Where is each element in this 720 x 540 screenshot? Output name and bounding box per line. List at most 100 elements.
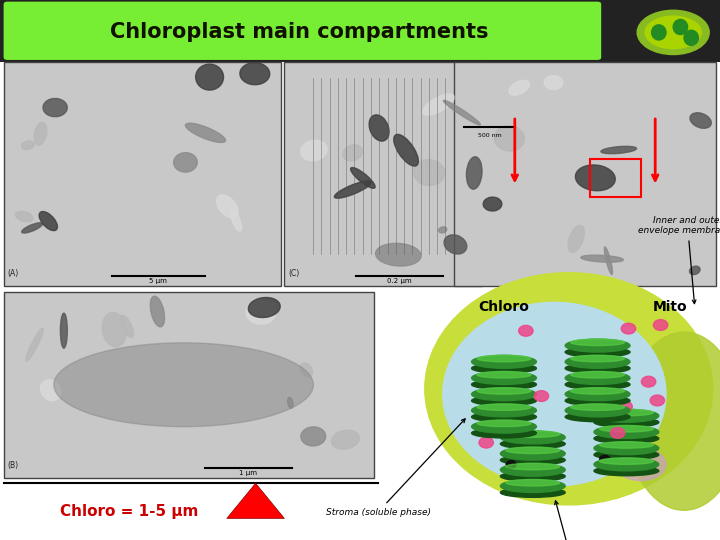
Circle shape <box>479 437 493 448</box>
Ellipse shape <box>565 404 630 417</box>
Ellipse shape <box>565 347 630 357</box>
Ellipse shape <box>472 420 536 433</box>
Ellipse shape <box>472 388 536 401</box>
Ellipse shape <box>334 181 372 198</box>
FancyBboxPatch shape <box>4 2 601 60</box>
Ellipse shape <box>637 10 709 55</box>
Ellipse shape <box>477 420 531 427</box>
Text: (A): (A) <box>7 269 19 279</box>
Ellipse shape <box>599 426 654 432</box>
Ellipse shape <box>246 300 276 324</box>
Ellipse shape <box>500 463 565 476</box>
Circle shape <box>518 326 533 336</box>
Ellipse shape <box>565 380 630 389</box>
Circle shape <box>621 323 636 334</box>
Ellipse shape <box>565 339 630 352</box>
Ellipse shape <box>477 372 531 378</box>
Ellipse shape <box>571 404 625 410</box>
Ellipse shape <box>599 458 654 464</box>
Ellipse shape <box>477 404 531 410</box>
Ellipse shape <box>150 296 165 327</box>
Text: 1 µm: 1 µm <box>240 470 258 476</box>
Ellipse shape <box>477 388 531 394</box>
Ellipse shape <box>174 153 197 172</box>
Ellipse shape <box>425 273 713 505</box>
Circle shape <box>506 461 516 468</box>
Text: Mito: Mito <box>652 300 687 314</box>
Ellipse shape <box>571 372 625 378</box>
Circle shape <box>650 395 665 406</box>
Ellipse shape <box>544 76 563 90</box>
Ellipse shape <box>684 30 698 45</box>
Ellipse shape <box>16 211 33 222</box>
Ellipse shape <box>500 447 565 460</box>
Bar <box>0 0 720 62</box>
Ellipse shape <box>500 431 565 444</box>
Ellipse shape <box>594 450 659 460</box>
Circle shape <box>642 376 656 387</box>
Ellipse shape <box>565 396 630 406</box>
Ellipse shape <box>300 363 312 377</box>
Ellipse shape <box>505 480 560 486</box>
Text: Inner and outer
envelope membranes: Inner and outer envelope membranes <box>639 216 720 303</box>
Polygon shape <box>227 483 284 518</box>
Text: Chloro: Chloro <box>479 300 529 314</box>
Ellipse shape <box>60 313 67 348</box>
Ellipse shape <box>571 388 625 394</box>
Ellipse shape <box>594 458 659 471</box>
Ellipse shape <box>594 426 659 438</box>
Ellipse shape <box>301 427 325 446</box>
Bar <box>0 62 720 540</box>
Text: 500 nm: 500 nm <box>478 133 501 138</box>
Circle shape <box>600 455 610 463</box>
Ellipse shape <box>54 343 313 427</box>
Ellipse shape <box>626 332 720 510</box>
Ellipse shape <box>594 442 659 455</box>
Circle shape <box>534 390 549 401</box>
Ellipse shape <box>477 355 531 362</box>
Ellipse shape <box>500 439 565 449</box>
Ellipse shape <box>240 63 270 85</box>
Ellipse shape <box>102 313 126 347</box>
Ellipse shape <box>673 19 688 35</box>
Ellipse shape <box>645 16 701 49</box>
Ellipse shape <box>472 380 536 389</box>
Ellipse shape <box>509 80 529 95</box>
Ellipse shape <box>331 430 359 449</box>
Ellipse shape <box>604 247 613 274</box>
Ellipse shape <box>505 447 560 454</box>
Ellipse shape <box>34 123 47 145</box>
Ellipse shape <box>500 471 565 481</box>
Text: (B): (B) <box>7 461 18 470</box>
Text: (C): (C) <box>288 269 300 279</box>
Circle shape <box>611 428 625 438</box>
Ellipse shape <box>690 266 700 275</box>
Ellipse shape <box>472 412 536 422</box>
Ellipse shape <box>472 404 536 417</box>
Ellipse shape <box>186 123 225 143</box>
Text: 0.2 µm: 0.2 µm <box>387 278 412 284</box>
Ellipse shape <box>581 255 624 262</box>
Ellipse shape <box>565 388 630 401</box>
Ellipse shape <box>575 165 616 191</box>
Ellipse shape <box>568 225 585 252</box>
Ellipse shape <box>599 409 654 416</box>
Ellipse shape <box>444 100 480 125</box>
Ellipse shape <box>505 463 560 470</box>
Bar <box>4 62 281 286</box>
Ellipse shape <box>376 244 421 266</box>
Ellipse shape <box>652 25 666 40</box>
Ellipse shape <box>483 197 502 211</box>
Bar <box>454 62 716 286</box>
Ellipse shape <box>394 134 418 166</box>
Ellipse shape <box>43 98 67 117</box>
Ellipse shape <box>571 339 625 346</box>
Ellipse shape <box>217 195 238 218</box>
Ellipse shape <box>565 355 630 368</box>
Text: Chloroplast main compartments: Chloroplast main compartments <box>109 22 488 43</box>
Ellipse shape <box>22 141 34 150</box>
Ellipse shape <box>248 298 280 318</box>
Circle shape <box>592 390 606 401</box>
Ellipse shape <box>423 94 454 115</box>
Ellipse shape <box>472 396 536 406</box>
